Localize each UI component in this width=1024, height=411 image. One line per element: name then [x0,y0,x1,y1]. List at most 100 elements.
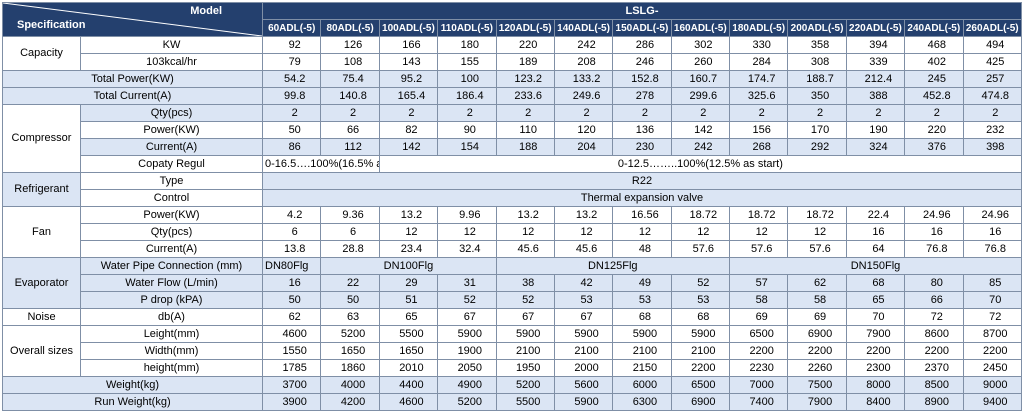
value-cell: 51 [378,291,439,309]
value-cell: 67 [437,308,497,326]
value-cell: 70 [845,308,906,326]
value-cell: 376 [904,138,964,156]
table-row: 103kcal/hr 79 108 143 155 189 208 246 260 284 308 3… [3,53,1022,71]
specification-label: Specification [17,19,86,31]
table-row: Current(A) 13.8 28.8 23.4 32.4 45.6 45.6 48 57.6… [3,240,1022,258]
value-cell: 2200 [845,342,906,360]
total-power-label: Total Power(KW) [2,70,263,88]
value-cell: 1860 [320,359,380,377]
value-cell: 468 [904,36,964,54]
value-cell: 66 [320,121,380,139]
value-cell: 174.7 [728,70,789,88]
row-label: 103kcal/hr [80,53,263,71]
value-cell: 69 [728,308,789,326]
value-cell: 212.4 [845,70,906,88]
value-cell: 152.8 [612,70,672,88]
value-cell: 13.8 [261,240,322,258]
value-cell: 325.6 [728,87,789,105]
value-cell: 72 [962,308,1022,326]
row-label: Width(mm) [80,342,263,360]
value-cell: 23.4 [378,240,439,258]
value-cell: 29 [378,274,439,292]
value-cell: 76.8 [962,240,1022,258]
value-cell: 12 [378,223,439,241]
value-cell: 8500 [904,376,964,394]
value-cell: 5200 [495,376,555,394]
value-cell: 6900 [787,325,847,343]
value-cell: 57.6 [670,240,731,258]
value-cell: 16 [904,223,964,241]
model-header-cell: 240ADL(-5) [904,19,964,37]
value-cell: 48 [612,240,672,258]
value-cell: 170 [787,121,847,139]
value-cell: 18.72 [670,206,731,224]
value-cell: 53 [670,291,731,309]
run-weight-label: Run Weight(kg) [2,393,263,411]
row-label: Leight(mm) [80,325,263,343]
model-header-cell: 260ADL(-5) [962,19,1022,37]
value-cell: 126 [320,36,380,54]
value-cell: 142 [670,121,731,139]
table-row: height(mm) 1785 1860 2010 2050 1950 2000 2150 22… [3,359,1022,377]
value-cell: 245 [904,70,964,88]
value-cell: 67 [495,308,555,326]
value-cell: 142 [378,138,439,156]
value-cell: 53 [612,291,672,309]
value-cell: 63 [320,308,380,326]
value-cell: 425 [962,53,1022,71]
value-cell: 2010 [378,359,439,377]
row-label: Power(KW) [80,206,263,224]
value-cell: 12 [553,223,614,241]
value-cell: 2 [437,104,497,122]
pipe-connection-group: DN100Flg [320,257,497,275]
value-cell: 452.8 [904,87,964,105]
value-cell: 58 [787,291,847,309]
value-cell: 16 [845,223,906,241]
value-cell: 189 [495,53,555,71]
value-cell: 324 [845,138,906,156]
value-cell: 286 [612,36,672,54]
value-cell: 156 [728,121,789,139]
value-cell: 2 [261,104,322,122]
row-label: db(A) [80,308,263,326]
model-label: Model [190,5,222,17]
value-cell: 2 [495,104,555,122]
table-row: Qty(pcs) 6 6 12 12 12 12 12 12 12 12 16 16 16 [3,223,1022,241]
value-cell: 16 [962,223,1022,241]
value-cell: 66 [904,291,964,309]
value-cell: 65 [378,308,439,326]
value-cell: 2450 [962,359,1022,377]
table-row: Power(KW) 50 66 82 90 110 120 136 142 156 170 190 22… [3,121,1022,139]
model-header-cell: 100ADL(-5) [378,19,439,37]
table-row: Control Thermal expansion valve [3,189,1022,207]
model-header-cell: 200ADL(-5) [787,19,847,37]
value-cell: 6000 [612,376,672,394]
value-cell: 4900 [437,376,497,394]
value-cell: 12 [437,223,497,241]
value-cell: 268 [728,138,789,156]
regul-first: 0-16.5….100%(16.5% as start) [262,155,380,173]
value-cell: 49 [612,274,672,292]
row-label: height(mm) [80,359,263,377]
value-cell: 494 [962,36,1022,54]
model-header-cell: 160ADL(-5) [670,19,731,37]
value-cell: 394 [845,36,906,54]
value-cell: 1650 [378,342,439,360]
value-cell: 330 [728,36,789,54]
row-label: Water Flow (L/min) [80,274,263,292]
value-cell: 398 [962,138,1022,156]
value-cell: 2 [612,104,672,122]
model-header-cell: 180ADL(-5) [728,19,789,37]
value-cell: 57.6 [787,240,847,258]
value-cell: 108 [320,53,380,71]
model-header-cell: 150ADL(-5) [612,19,672,37]
category-compressor: Compressor [2,104,81,173]
value-cell: 249.6 [553,87,614,105]
value-cell: 24.96 [962,206,1022,224]
value-cell: 57 [728,274,789,292]
category-capacity: Capacity [2,36,81,71]
value-cell: 260 [670,53,731,71]
value-cell: 208 [553,53,614,71]
row-label: Control [80,189,263,207]
